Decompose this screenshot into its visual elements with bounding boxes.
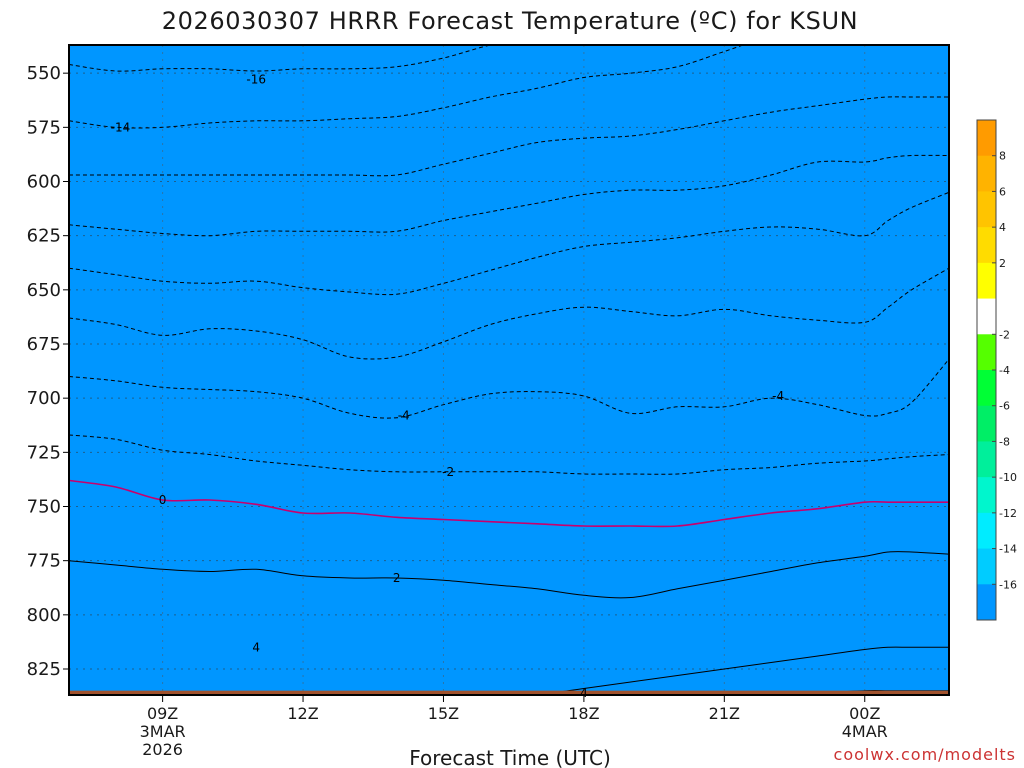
x-tick-date: 3MAR <box>140 722 186 741</box>
colorbar-swatch <box>977 584 996 621</box>
contour-label: -4 <box>398 409 410 423</box>
ground-surface <box>69 690 949 695</box>
colorbar-swatch <box>977 441 996 478</box>
isotherm-6 <box>758 690 949 695</box>
contour-label: 4 <box>580 686 588 700</box>
x-tick-date: 4MAR <box>842 722 888 741</box>
contour-label: 4 <box>252 640 260 654</box>
colorbar-tick-label: -12 <box>999 507 1017 520</box>
plot-frame <box>68 44 950 696</box>
isotherm--6 <box>69 267 949 360</box>
y-tick-label: 675 <box>27 334 61 355</box>
chart-title: 2026030307 HRRR Forecast Temperature (ºC… <box>162 7 858 35</box>
isotherm--10 <box>69 154 949 237</box>
isotherm--12 <box>69 96 949 177</box>
y-tick-label: 725 <box>27 442 61 463</box>
colorbar-swatch <box>977 298 996 335</box>
colorbar-tick-label: -14 <box>999 543 1017 556</box>
isotherm--2 <box>69 434 949 475</box>
colorbar-swatch <box>977 370 996 407</box>
colorbar-tick-label: 2 <box>999 257 1006 270</box>
colorbar-swatch <box>977 191 996 228</box>
x-tick-label: 09Z <box>147 704 178 723</box>
contour-label: 2 <box>393 571 401 585</box>
colorbar-swatch <box>977 512 996 550</box>
colorbar-swatch <box>977 227 996 264</box>
contour-label: -2 <box>442 465 454 479</box>
isotherm--16 <box>69 45 493 72</box>
fill-band--18 <box>69 45 949 695</box>
colorbar-tick-label: -6 <box>999 400 1010 413</box>
colorbar-tick-label: -4 <box>999 364 1010 377</box>
colorbar-tick-label: -8 <box>999 435 1010 448</box>
colorbar-swatch <box>977 120 996 157</box>
y-tick-label: 625 <box>27 226 61 247</box>
colorbar-tick-label: 6 <box>999 185 1006 198</box>
y-tick-label: 575 <box>27 117 61 138</box>
x-tick-label: 00Z <box>849 704 880 723</box>
isotherm--8 <box>69 191 949 296</box>
contour-label: -16 <box>246 73 266 87</box>
colorbar-tick-label: -2 <box>999 328 1010 341</box>
x-tick-label: 12Z <box>287 704 318 723</box>
colorbar-tick-label: 8 <box>999 150 1006 163</box>
temperature-fill-layer <box>69 45 949 695</box>
contour-label: -14 <box>111 120 131 134</box>
colorbar-tick-label: -16 <box>999 578 1017 591</box>
colorbar-tick-label: -10 <box>999 471 1017 484</box>
y-tick-label: 700 <box>27 388 61 409</box>
colorbar-swatch <box>977 548 996 585</box>
x-tick-label: 15Z <box>428 704 459 723</box>
isotherm-4 <box>532 646 949 695</box>
y-tick-label: 650 <box>27 280 61 301</box>
contour-label: 0 <box>159 493 167 507</box>
colorbar-legend: 8 6 4 2 -2 -4 -6 -8 -10 -12 -14 -16 <box>976 119 1017 621</box>
isotherm--14 <box>69 45 745 129</box>
x-tick-label: 21Z <box>709 704 740 723</box>
credit-text: coolwx.com/modelts <box>834 745 1016 764</box>
y-tick-label: 550 <box>27 63 61 84</box>
y-axis: 550 575 600 625 650 675 700 725 750 775 800 825 <box>27 63 69 680</box>
colorbar-swatch <box>977 155 996 192</box>
contour-labels: -16 -14 -4 -2 0 2 4 4 -4 <box>111 73 784 700</box>
colorbar-swatch <box>977 262 996 300</box>
y-tick-label: 825 <box>27 659 61 680</box>
isotherm-0 <box>69 479 949 528</box>
y-tick-label: 775 <box>27 551 61 572</box>
y-tick-label: 750 <box>27 497 61 518</box>
x-tick-label: 18Z <box>568 704 599 723</box>
colorbar-swatch <box>977 334 996 371</box>
colorbar-swatch <box>977 405 996 442</box>
y-tick-label: 800 <box>27 605 61 626</box>
isotherm-lines <box>69 45 949 695</box>
terrain-ground <box>69 690 949 695</box>
y-tick-label: 600 <box>27 172 61 193</box>
isotherm-2 <box>69 551 949 599</box>
colorbar-tick-label: 4 <box>999 221 1006 234</box>
isotherm--4 <box>69 358 949 419</box>
contour-label: -4 <box>772 389 784 403</box>
colorbar-swatch <box>977 477 996 514</box>
x-tick-year: 2026 <box>142 740 183 759</box>
x-axis-label: Forecast Time (UTC) <box>409 746 611 768</box>
